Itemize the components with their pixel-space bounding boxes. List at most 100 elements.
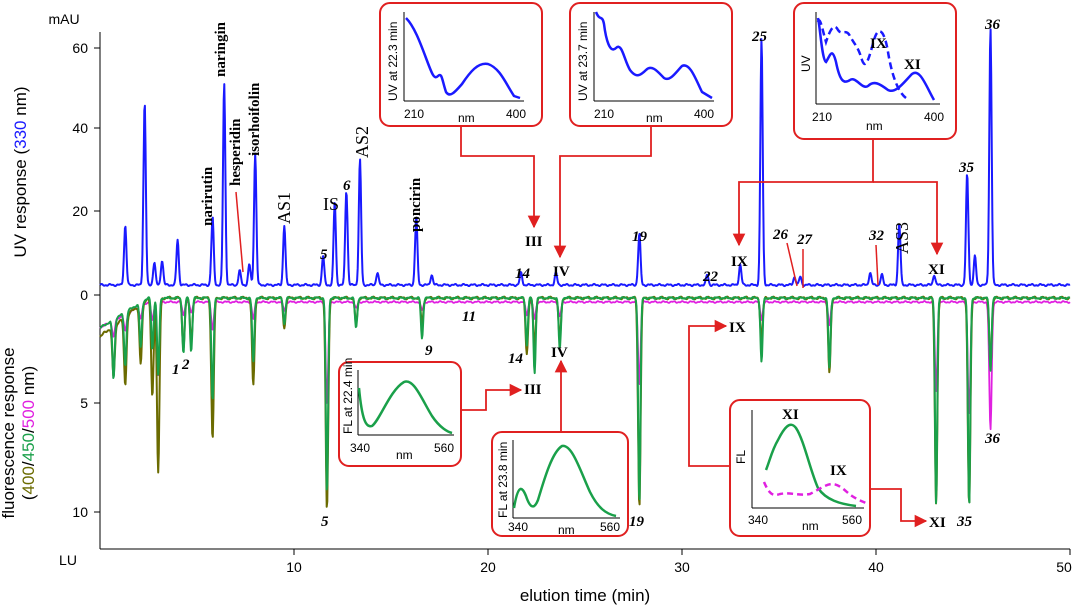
inset-frame xyxy=(569,2,733,127)
uv-tick-label: 60 xyxy=(72,40,88,56)
label-peak-22: 22 xyxy=(702,269,719,285)
inset-ylabel: UV at 23.7 min xyxy=(576,22,590,101)
uv-axis-title: UV response (330 nm) xyxy=(11,86,30,257)
callout-uv2-arrow xyxy=(553,126,652,259)
label-fl-36: 36 xyxy=(984,431,1001,447)
inset-xmin: 210 xyxy=(812,110,832,124)
inset-xlabel: nm xyxy=(866,119,883,133)
inset-ylabel: UV at 22.3 min xyxy=(386,22,400,101)
label-is: IS xyxy=(323,194,339,214)
inset-uv-22-3: UV at 22.3 min 210 nm 400 xyxy=(379,2,543,127)
label-fl-2: 2 xyxy=(181,357,190,373)
fl-unit-label: LU xyxy=(59,552,77,568)
label-fl-11: 11 xyxy=(462,309,476,325)
label-peak-35: 35 xyxy=(958,160,975,176)
inset-xmin: 340 xyxy=(748,513,768,527)
inset-xlabel: nm xyxy=(458,111,475,125)
label-as3: AS3 xyxy=(892,222,912,254)
uv-tick-label: 40 xyxy=(72,120,88,136)
label-uv-IX: IX xyxy=(731,254,748,270)
label-peak-25: 25 xyxy=(751,29,768,45)
fl-y-ticks: 5 10 xyxy=(72,395,100,520)
label-uv-XI: XI xyxy=(928,262,945,278)
fl-axis-title-line1: fluorescence response xyxy=(0,347,18,518)
label-fl-9: 9 xyxy=(425,343,433,359)
label-uv-IV: IV xyxy=(553,264,570,280)
label-fl-XI: XI xyxy=(929,515,946,531)
inset-xmin: 340 xyxy=(350,441,370,455)
callout-fl3-ix-arrow xyxy=(688,319,730,467)
inset-frame xyxy=(491,431,629,537)
inset-xlabel: nm xyxy=(558,523,575,537)
label-fl-14: 14 xyxy=(508,351,524,367)
label-peak-27: 27 xyxy=(796,232,813,248)
fl-title-500: 500 xyxy=(19,400,38,428)
inset-label-xi: XI xyxy=(782,407,799,423)
fl-peak-labels: 1 2 5 9 11 14 19 35 36 III IV IX XI xyxy=(172,309,1001,531)
callout-uv1-arrow xyxy=(460,126,541,229)
inset-label-xi: XI xyxy=(904,57,921,73)
inset-uv-ix-xi: UV IX XI 210 nm 400 xyxy=(793,2,957,140)
inset-ylabel: UV xyxy=(799,55,813,72)
callout-connectors xyxy=(460,126,944,528)
label-peak-14: 14 xyxy=(515,266,531,282)
label-peak-32: 32 xyxy=(868,228,885,244)
inset-spectrum-uv-23-7 xyxy=(594,11,713,100)
label-peak-36: 36 xyxy=(984,17,1001,33)
inset-xmax: 400 xyxy=(694,107,714,121)
inset-spectrum-fl-ix xyxy=(762,481,869,506)
inset-fl-xi-ix: FL XI IX 340 nm 560 xyxy=(729,399,871,537)
inset-fl-22-4: FL at 22.4 min 340 nm 560 xyxy=(338,358,462,467)
fl-axis-title-line2: (400/450/500 nm) xyxy=(19,366,38,500)
inset-ylabel: FL xyxy=(734,450,748,464)
label-fl-19: 19 xyxy=(629,514,645,530)
callout-fl3-xi-arrow xyxy=(870,488,928,528)
label-naringin: naringin xyxy=(213,21,229,77)
x-tick-label: 10 xyxy=(286,559,302,575)
x-tick-label: 20 xyxy=(480,559,496,575)
label-fl-IV: IV xyxy=(551,345,568,361)
inset-fl-23-8: FL at 23.8 min 340 nm 560 xyxy=(491,431,629,537)
label-isorhoifolin: isorhoifolin xyxy=(247,82,263,156)
fl-title-part: / xyxy=(19,461,38,466)
uv-tick-label: 0 xyxy=(80,287,88,303)
fl-tick-label: 10 xyxy=(72,504,88,520)
uv-tick-label: 20 xyxy=(72,203,88,219)
inset-xmin: 210 xyxy=(594,107,614,121)
inset-xlabel: nm xyxy=(802,519,819,533)
inset-spectrum-uv-xi xyxy=(816,17,936,101)
traces xyxy=(99,28,1071,508)
fl-title-450: 450 xyxy=(19,433,38,461)
inset-label-ix: IX xyxy=(870,36,887,52)
label-fl-1: 1 xyxy=(172,362,180,378)
inset-xmin: 340 xyxy=(508,520,528,534)
inset-frame xyxy=(338,361,462,467)
axes: 10 20 30 40 50 elution time (min) 60 40 … xyxy=(0,11,1072,605)
label-peak-19: 19 xyxy=(632,229,648,245)
inset-xmax: 560 xyxy=(842,513,862,527)
fl-500-trace xyxy=(99,300,1071,431)
inset-xmax: 560 xyxy=(600,520,620,534)
inset-spectrum-uv-ix xyxy=(816,19,907,99)
callout-uv3-branch xyxy=(732,139,874,247)
label-hesperidin: hesperidin xyxy=(228,118,244,186)
inset-xmax: 400 xyxy=(506,107,526,121)
hesperidin-pointer xyxy=(235,191,244,273)
label-as1: AS1 xyxy=(274,192,294,224)
inset-label-ix: IX xyxy=(830,463,847,479)
x-ticks: 10 20 30 40 50 xyxy=(286,549,1072,575)
label-peak-26: 26 xyxy=(772,227,789,243)
label-fl-III: III xyxy=(524,382,542,398)
fl-title-part: ( xyxy=(19,494,38,500)
inset-spectrum-fl-22-4 xyxy=(357,380,453,435)
inset-ylabel: FL at 23.8 min xyxy=(496,442,510,518)
fl-title-400: 400 xyxy=(19,466,38,494)
inset-frame xyxy=(793,2,957,140)
inset-spectrum-uv-22-3 xyxy=(405,17,521,100)
inset-xlabel: nm xyxy=(646,111,663,125)
fl-title-part: / xyxy=(19,428,38,433)
inset-xmin: 210 xyxy=(404,107,424,121)
label-poncirin: poncirin xyxy=(408,177,424,232)
uv-title-part: UV response ( xyxy=(11,149,30,258)
